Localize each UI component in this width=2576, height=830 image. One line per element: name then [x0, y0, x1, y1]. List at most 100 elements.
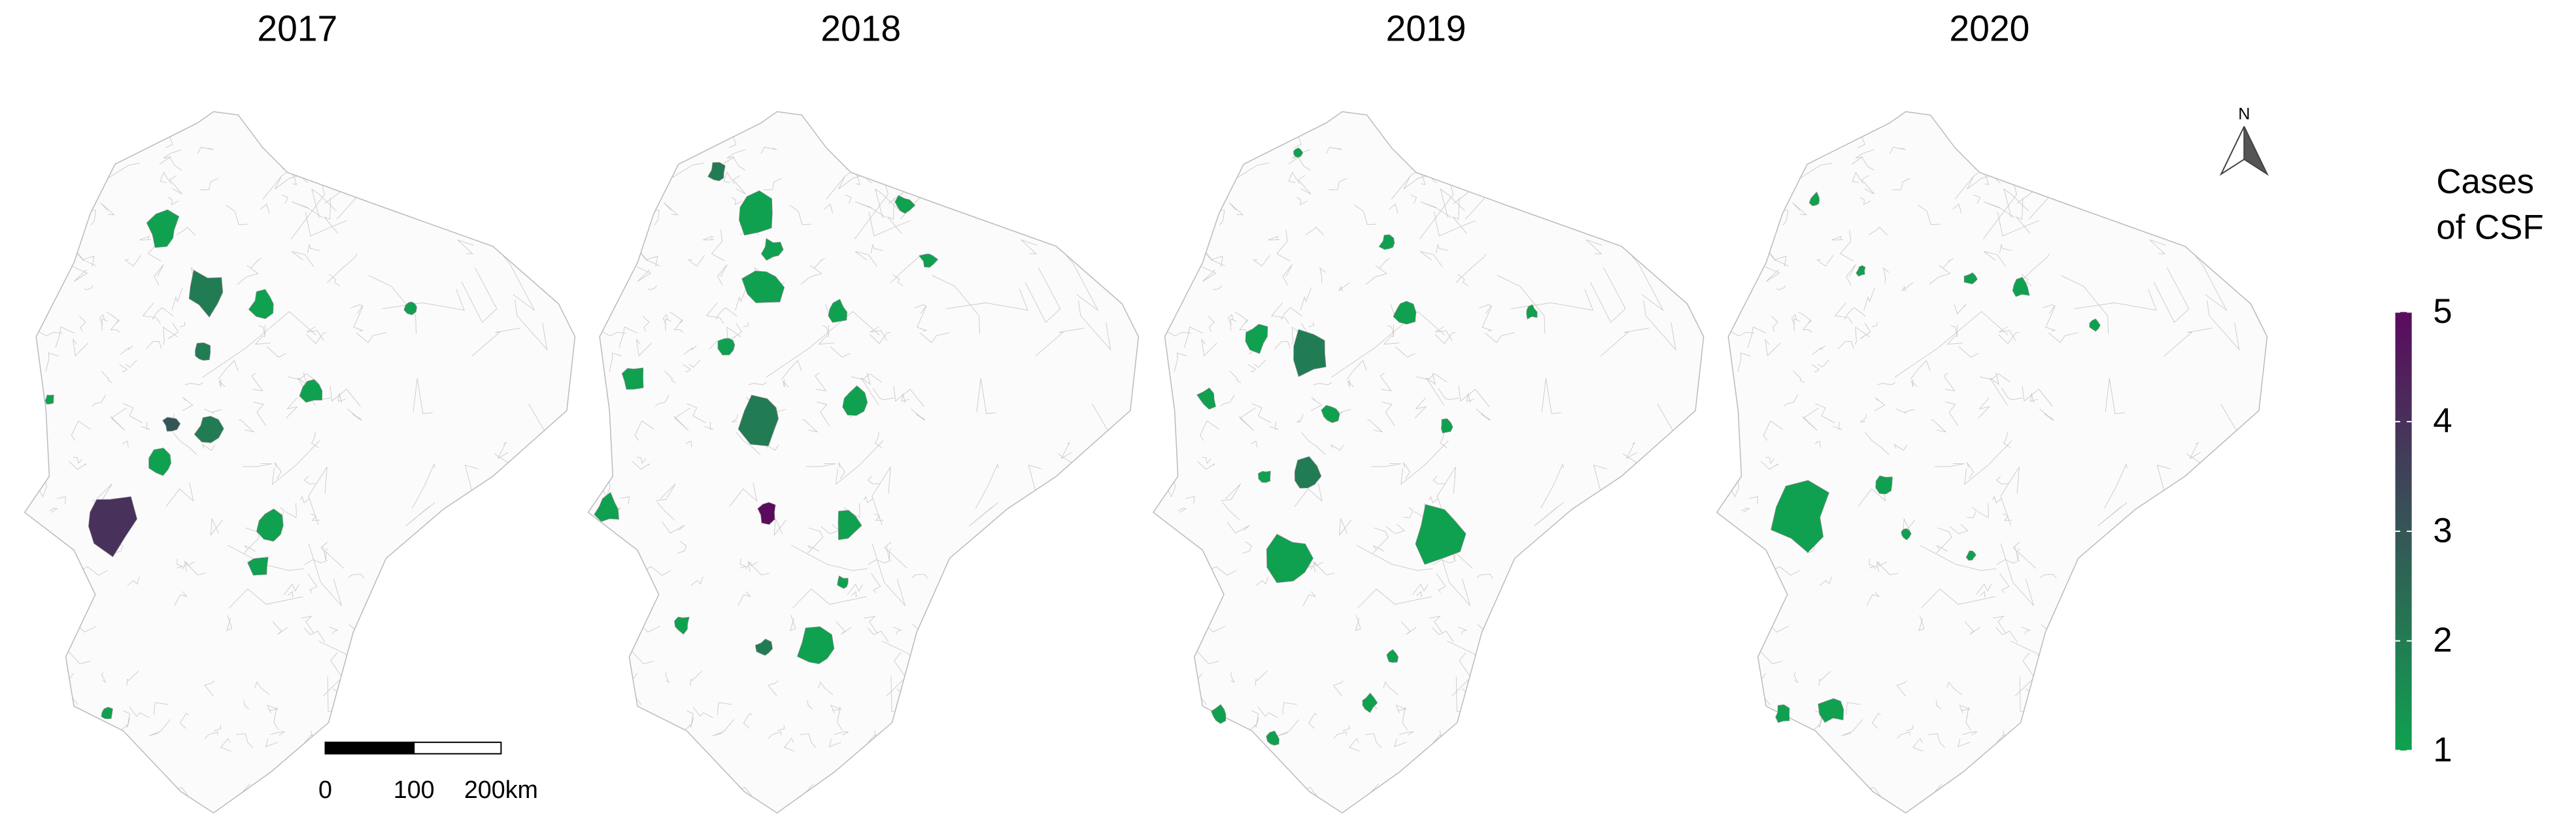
- parish-line: [347, 408, 362, 421]
- parish-line: [712, 719, 735, 737]
- parish-line: [1754, 746, 1764, 750]
- parish-line: [2088, 642, 2112, 661]
- parish-line: [239, 419, 255, 433]
- parish-line: [1168, 722, 1179, 742]
- parish-line: [2236, 742, 2253, 759]
- parish-line: [2139, 771, 2222, 813]
- parish-line: [568, 569, 575, 605]
- parish-line: [45, 352, 59, 373]
- parish-line: [1458, 386, 1490, 407]
- parish-line: [1298, 175, 1312, 195]
- parish-line: [287, 591, 294, 597]
- parish-line: [2149, 239, 2166, 254]
- parish-line: [1746, 777, 1759, 793]
- parish-line: [1274, 340, 1291, 350]
- case-parish: [760, 238, 784, 261]
- parish-line: [1438, 388, 1459, 401]
- parish-line: [1701, 188, 1704, 235]
- parish-line: [1122, 195, 1128, 244]
- parish-line: [1860, 414, 1867, 423]
- parish-line: [1247, 122, 1259, 129]
- parish-line: [1892, 178, 1911, 190]
- parish-line: [708, 811, 719, 813]
- parish-line: [703, 235, 715, 241]
- parish-line: [2035, 140, 2051, 150]
- parish-line: [306, 326, 324, 341]
- parish-line: [449, 581, 505, 639]
- parish-line: [1383, 681, 1398, 695]
- parish-line: [830, 705, 843, 714]
- parish-line: [1429, 495, 1438, 504]
- parish-line: [2041, 660, 2047, 665]
- parish-line: [1238, 407, 1256, 431]
- parish-line: [1876, 382, 1895, 386]
- north-label: N: [2238, 105, 2250, 124]
- parish-line: [2198, 156, 2225, 191]
- parish-line: [276, 111, 298, 117]
- parish-line: [1201, 266, 1217, 282]
- parish-line: [1375, 795, 1380, 802]
- parish-line: [288, 373, 318, 383]
- parish-line: [1837, 340, 1854, 350]
- scale-label: 100: [394, 776, 435, 803]
- parish-line: [1319, 267, 1326, 284]
- parish-line: [871, 573, 881, 593]
- parish-line: [2182, 565, 2211, 589]
- case-parish: [1415, 504, 1466, 565]
- parish-line: [1870, 111, 1892, 119]
- parish-line: [827, 118, 836, 131]
- parish-line: [2074, 289, 2157, 311]
- parish-line: [89, 733, 103, 753]
- parish-line: [266, 346, 287, 358]
- parish-line: [735, 287, 747, 311]
- parish-line: [782, 379, 789, 388]
- parish-line: [824, 203, 834, 214]
- parish-line: [1808, 117, 1822, 132]
- parish-line: [311, 432, 319, 448]
- parish-line: [204, 680, 215, 697]
- parish-line: [781, 359, 802, 380]
- parish-line: [1992, 495, 2002, 504]
- parish-line: [152, 307, 174, 320]
- parish-line: [2263, 188, 2267, 235]
- parish-line: [1851, 157, 1874, 171]
- parish-line: [1185, 496, 1195, 504]
- parish-line: [1153, 201, 1175, 212]
- parish-line: [1965, 706, 1971, 731]
- parish-line: [1997, 212, 2039, 237]
- parish-line: [1436, 573, 1446, 593]
- parish-line: [1798, 312, 1812, 324]
- parish-line: [337, 393, 347, 403]
- parish-line: [99, 314, 105, 325]
- parish-line: [818, 335, 835, 345]
- case-parish: [195, 342, 211, 361]
- parish-line: [39, 331, 63, 337]
- parish-line: [246, 795, 252, 802]
- panel-title: 2019: [1386, 8, 1466, 48]
- parish-line: [1631, 129, 1671, 176]
- parish-line: [1301, 432, 1326, 456]
- parish-line: [1716, 753, 1735, 759]
- parish-line: [864, 616, 878, 634]
- parish-line: [1296, 197, 1308, 205]
- parish-line: [1815, 710, 1822, 728]
- parish-line: [1943, 373, 1956, 391]
- parish-line: [2022, 386, 2054, 407]
- parish-line: [845, 194, 852, 204]
- parish-line: [184, 560, 206, 576]
- case-parish: [1526, 304, 1538, 320]
- parish-line: [184, 382, 203, 386]
- parish-line: [55, 178, 74, 194]
- parish-line: [1814, 440, 1821, 448]
- parish-line: [95, 113, 107, 119]
- country-fill: [588, 111, 1139, 813]
- parish-line: [498, 512, 514, 547]
- parish-line: [300, 616, 314, 634]
- parish-line: [2042, 144, 2060, 154]
- parish-line: [139, 235, 151, 241]
- parish-line: [822, 122, 841, 131]
- parish-line: [1793, 318, 1801, 331]
- parish-line: [1720, 458, 1734, 476]
- parish-line: [1201, 339, 1217, 357]
- parish-line: [1208, 316, 1215, 332]
